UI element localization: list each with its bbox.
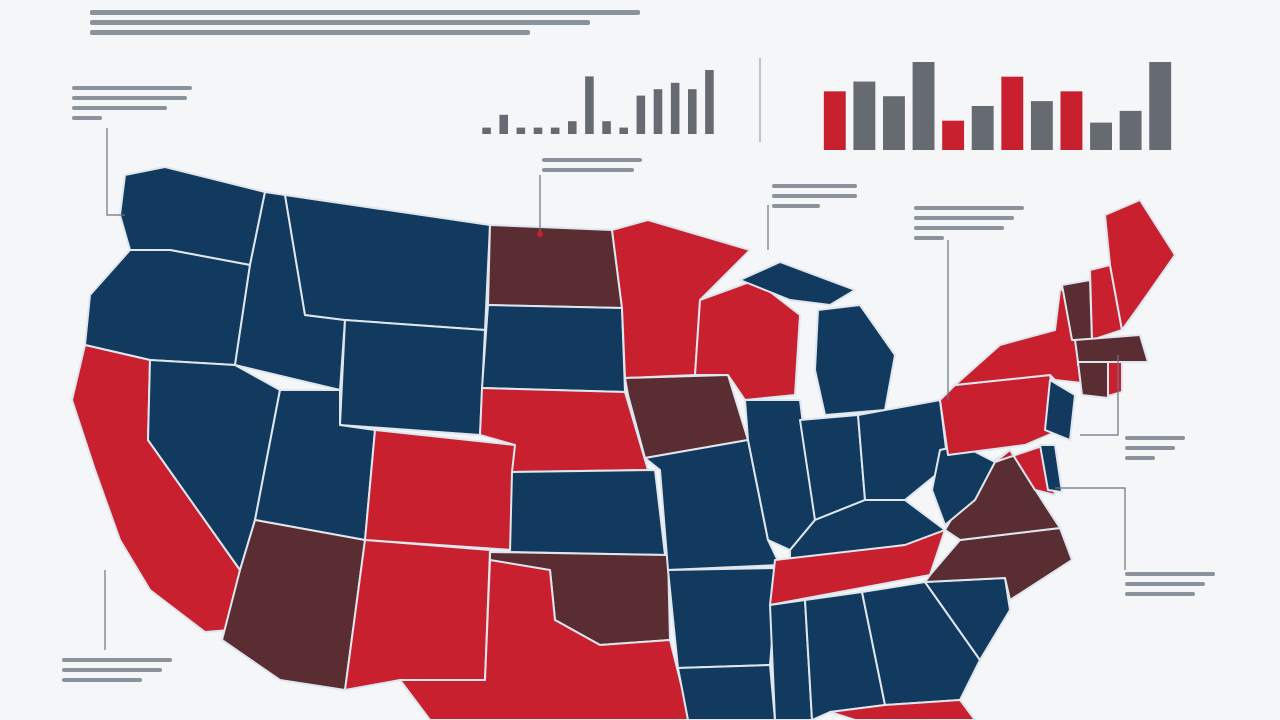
annotation-text-placeholder-sw xyxy=(62,658,172,682)
small-chart-bar-7 xyxy=(585,76,594,134)
state-fl[interactable] xyxy=(829,699,976,720)
state-de[interactable] xyxy=(1039,444,1063,493)
state-nd[interactable] xyxy=(487,224,623,309)
state-ks[interactable] xyxy=(509,469,666,556)
annotations xyxy=(62,86,1215,682)
large-bar-chart xyxy=(823,62,1172,150)
annotation-text-placeholder-mn xyxy=(772,184,857,208)
state-pa[interactable] xyxy=(939,374,1061,456)
small-chart-bar-3 xyxy=(516,127,526,134)
large-chart-bar-1 xyxy=(823,91,846,150)
state-oh[interactable] xyxy=(857,399,949,501)
annotation-text-placeholder-east xyxy=(1125,436,1185,460)
annotation-text-placeholder-nw xyxy=(72,86,192,120)
annotation-text-placeholder-center xyxy=(542,158,642,172)
large-chart-bar-2 xyxy=(853,81,876,150)
small-chart-bar-1 xyxy=(482,127,491,134)
leader-line-wa xyxy=(106,128,125,216)
large-chart-bar-12 xyxy=(1149,62,1172,150)
large-chart-bar-10 xyxy=(1090,122,1112,150)
large-chart-bar-6 xyxy=(971,106,994,150)
small-chart-bar-13 xyxy=(688,89,697,134)
small-chart-bar-6 xyxy=(568,121,577,134)
small-chart-bar-11 xyxy=(653,89,663,134)
leader-line-east xyxy=(1080,355,1119,436)
state-ri[interactable] xyxy=(1107,361,1123,397)
state-ct[interactable] xyxy=(1077,361,1109,399)
state-la[interactable] xyxy=(677,664,776,720)
leader-line-se xyxy=(1055,487,1126,570)
large-chart-bar-8 xyxy=(1030,101,1053,150)
small-bar-chart xyxy=(482,70,714,134)
annotation-text-placeholder-ne xyxy=(914,206,1024,240)
leader-dot-nd xyxy=(537,231,543,237)
state-ar[interactable] xyxy=(667,567,779,669)
state-mi-upper[interactable] xyxy=(739,261,856,306)
large-chart-bar-5 xyxy=(942,120,965,150)
small-chart-bar-14 xyxy=(705,70,714,134)
state-ga[interactable] xyxy=(861,581,981,706)
state-sd[interactable] xyxy=(481,304,626,393)
small-chart-bar-10 xyxy=(636,95,646,134)
state-tn[interactable] xyxy=(769,529,946,606)
large-chart-bar-9 xyxy=(1060,91,1083,150)
state-or[interactable] xyxy=(84,249,251,366)
state-ma[interactable] xyxy=(1074,334,1149,363)
small-chart-bar-9 xyxy=(619,127,628,134)
state-wy[interactable] xyxy=(339,319,486,436)
state-ms[interactable] xyxy=(769,599,813,720)
small-chart-bar-5 xyxy=(550,127,560,134)
state-mi[interactable] xyxy=(814,304,896,416)
state-md[interactable] xyxy=(994,444,1056,496)
large-chart-bar-3 xyxy=(883,96,905,150)
small-chart-bar-8 xyxy=(602,121,611,134)
us-map xyxy=(71,166,1176,720)
small-chart-bar-2 xyxy=(499,114,508,134)
large-chart-bar-11 xyxy=(1119,110,1142,150)
small-chart-bar-4 xyxy=(533,127,543,134)
annotation-text-placeholder-se xyxy=(1125,572,1215,596)
header-text-placeholder xyxy=(90,10,640,35)
large-chart-bar-7 xyxy=(1001,76,1024,150)
state-mt[interactable] xyxy=(284,194,491,331)
state-co[interactable] xyxy=(364,429,516,551)
small-chart-bar-12 xyxy=(670,82,680,134)
state-me[interactable] xyxy=(1104,199,1176,331)
state-nj[interactable] xyxy=(1044,379,1076,441)
large-chart-bar-4 xyxy=(912,62,935,150)
state-nm[interactable] xyxy=(344,539,491,691)
